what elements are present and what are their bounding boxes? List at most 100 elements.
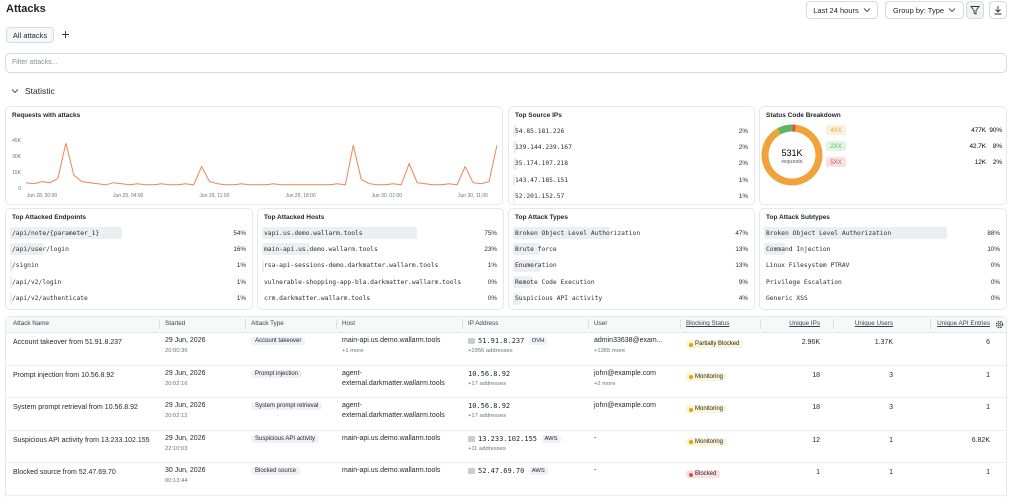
x-tick-label: Jun 29, 18:00 [285, 193, 316, 199]
x-tick-label: Jun 30, 11:00 [458, 193, 488, 199]
item-label: /api/note/{parameter_1} [12, 229, 100, 237]
y-tick-label: 45K [12, 138, 22, 144]
item-label: Enumeration [515, 262, 557, 270]
group-by-label: Group by: Type [892, 5, 945, 15]
blocking-status: Monitoring [686, 437, 728, 446]
filter-placeholder: Filter attacks... [12, 59, 58, 66]
status-dot [689, 440, 693, 444]
column-header[interactable]: User [594, 320, 608, 327]
started-date: 29 Jun, 2026 [165, 402, 206, 409]
user: - [594, 467, 597, 474]
filter-icon [970, 6, 980, 15]
share-bar [513, 259, 540, 272]
started-time: 20:02:12 [165, 413, 188, 419]
flag-icon [468, 435, 475, 442]
settings-icon[interactable] [995, 320, 1004, 329]
user: admin33638@exam... [594, 337, 663, 344]
item-percent: 23% [484, 245, 497, 253]
tab-label: All attacks [12, 30, 48, 40]
time-range-button[interactable]: Last 24 hours [806, 1, 878, 19]
item-percent: 9% [738, 278, 748, 286]
count-unique-api-entries: 6.82K [971, 436, 990, 444]
column-divider [336, 319, 337, 329]
item-percent: 1% [236, 278, 246, 286]
item-percent: 2% [738, 160, 748, 168]
donut-segment [761, 124, 823, 186]
item-label: Command Injection [766, 245, 831, 253]
attack-type: Prompt injection [251, 369, 303, 378]
ip-address: 10.56.8.92 [468, 369, 511, 378]
item-label: 143.47.185.151 [515, 176, 569, 184]
x-tick-label: Jun 30, 01:00 [372, 193, 403, 199]
host: agent- [342, 369, 362, 377]
card-title: Status Code Breakdown [766, 112, 841, 119]
column-header[interactable]: Host [342, 320, 355, 327]
share-bar [513, 125, 518, 137]
share-bar [513, 190, 516, 203]
column-header[interactable]: Blocking Status [686, 320, 730, 327]
table-row[interactable] [6, 365, 1006, 398]
item-label: /api/v2/login [12, 278, 62, 286]
count-unique-users: 1 [889, 469, 893, 476]
collapse-icon[interactable] [11, 88, 19, 94]
column-divider [930, 319, 931, 329]
code-badge [826, 125, 846, 135]
page-title: Attacks [6, 3, 46, 15]
item-label: 139.144.239.167 [515, 143, 572, 151]
share-bar [10, 292, 13, 305]
ip-more: +17 addresses [468, 413, 507, 419]
donut-total-label: requests [781, 159, 802, 165]
code-count: 42.7K [970, 143, 987, 150]
column-header[interactable]: IP Address [468, 320, 499, 327]
code-percent: 8% [993, 143, 1003, 150]
item-percent: 54% [233, 229, 246, 237]
code-count: 477K [971, 127, 987, 134]
status-dot [689, 472, 693, 477]
host: agent- [342, 402, 362, 409]
table-header-bg [6, 317, 1006, 333]
item-percent: 0% [990, 295, 1000, 303]
panel-card: Top Attacked Hosts vapi.us.demo.wallarm.t… [257, 208, 504, 310]
x-tick-label: Jun 29, 04:00 [113, 193, 144, 199]
share-bar [10, 276, 13, 289]
column-divider [159, 319, 160, 329]
count-unique-ips: 1 [816, 469, 820, 476]
item-label: vulnerable-shopping-app-bla.darkmatter.w… [264, 278, 462, 286]
column-header[interactable]: Unique IPs [789, 320, 820, 327]
count-unique-ips: 12 [812, 436, 820, 444]
tab[interactable]: All attacks [6, 27, 54, 43]
count-unique-users: 1 [889, 436, 893, 444]
attack-type: Suspicious API activity [251, 434, 320, 443]
share-bar [764, 227, 948, 239]
table-row[interactable] [6, 430, 1006, 463]
column-header[interactable]: Attack Type [251, 320, 284, 327]
filter-input[interactable]: Filter attacks... [5, 53, 1007, 73]
column-header[interactable]: Unique API Entries [937, 320, 990, 327]
item-label: Linux Filesystem PTRAV [766, 262, 850, 270]
share-bar [513, 292, 522, 305]
code-label: 5XX [830, 160, 841, 166]
table-row[interactable] [6, 462, 1006, 496]
group-by-button[interactable]: Group by: Type [885, 1, 964, 19]
column-header[interactable]: Started [165, 320, 186, 327]
download-button[interactable] [989, 1, 1007, 19]
user: john@example.com [594, 369, 656, 377]
share-bar [262, 259, 265, 272]
donut-segment [777, 124, 793, 135]
status-label: Monitoring [695, 373, 724, 380]
card-title: Top Source IPs [515, 112, 562, 119]
item-percent: 47% [735, 229, 748, 237]
filter-button[interactable] [966, 1, 984, 19]
host-cont: external.darkmatter.wallarm.tools [342, 412, 445, 419]
column-header[interactable]: Attack Name [13, 320, 50, 327]
table-row[interactable] [6, 397, 1006, 431]
column-header[interactable]: Unique Users [854, 320, 893, 327]
count-unique-users: 3 [889, 404, 893, 411]
ip-address: 52.47.69.70 [478, 467, 525, 475]
item-label: rsa-api-sessions-demo.darkmatter.wallarm… [264, 262, 439, 270]
add-tab-icon[interactable] [61, 30, 70, 39]
table-row[interactable] [6, 332, 1006, 366]
started-time: 00:13:44 [165, 478, 188, 484]
card-title: Requests with attacks [12, 112, 81, 119]
item-percent: 13% [735, 245, 748, 253]
